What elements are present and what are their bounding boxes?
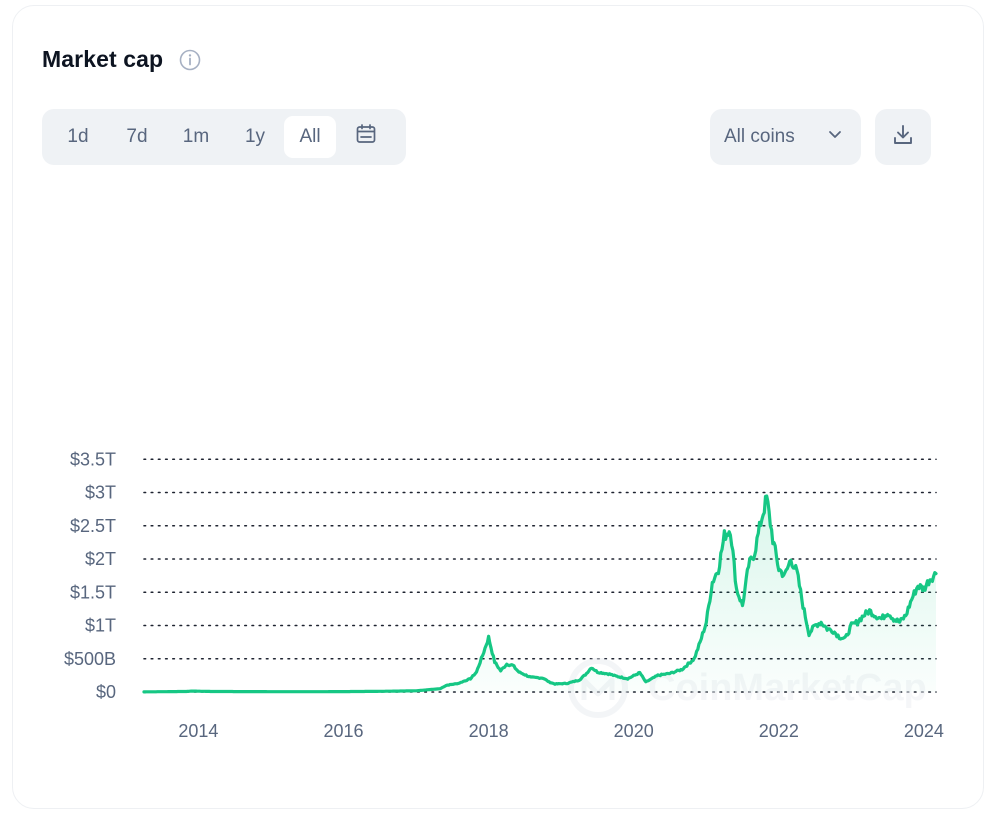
page-title: Market cap <box>42 46 164 72</box>
y-tick-label: $0 <box>96 682 116 702</box>
x-axis-ticks: 2014 2016 2018 2020 2022 2024 <box>178 721 944 741</box>
x-tick-label: 2024 <box>904 721 944 741</box>
y-tick-label: $3.5T <box>70 449 116 469</box>
y-tick-label: $500B <box>64 649 116 669</box>
x-tick-label: 2018 <box>469 721 509 741</box>
y-tick-label: $3T <box>85 483 116 503</box>
range-1y-button[interactable]: 1y <box>244 126 266 147</box>
range-1m-button[interactable]: 1m <box>182 126 210 147</box>
range-1d-button[interactable]: 1d <box>67 126 89 147</box>
info-icon[interactable] <box>179 49 201 71</box>
x-tick-label: 2020 <box>614 721 654 741</box>
title-row: Market cap <box>42 46 201 73</box>
y-tick-label: $2.5T <box>70 516 116 536</box>
x-tick-label: 2022 <box>759 721 799 741</box>
x-tick-label: 2014 <box>178 721 218 741</box>
y-tick-label: $1T <box>85 616 116 636</box>
range-7d-button[interactable]: 7d <box>126 126 148 147</box>
chevron-down-icon <box>827 126 843 148</box>
range-all-button[interactable]: All <box>284 116 336 158</box>
download-button[interactable] <box>875 109 931 165</box>
series-area <box>144 496 936 692</box>
y-axis-ticks: $0 $500B $1T $1.5T $2T $2.5T $3T $3.5T <box>64 449 116 702</box>
x-tick-label: 2016 <box>323 721 363 741</box>
y-tick-label: $2T <box>85 549 116 569</box>
time-range-selector: 1d 7d 1m 1y All <box>42 109 406 165</box>
coins-dropdown-value: All coins <box>724 126 795 147</box>
calendar-button[interactable] <box>336 116 396 158</box>
download-icon <box>891 123 915 152</box>
calendar-icon <box>355 123 377 151</box>
coins-dropdown[interactable]: All coins <box>710 109 861 165</box>
series-line <box>142 494 938 694</box>
y-tick-label: $1.5T <box>70 582 116 602</box>
